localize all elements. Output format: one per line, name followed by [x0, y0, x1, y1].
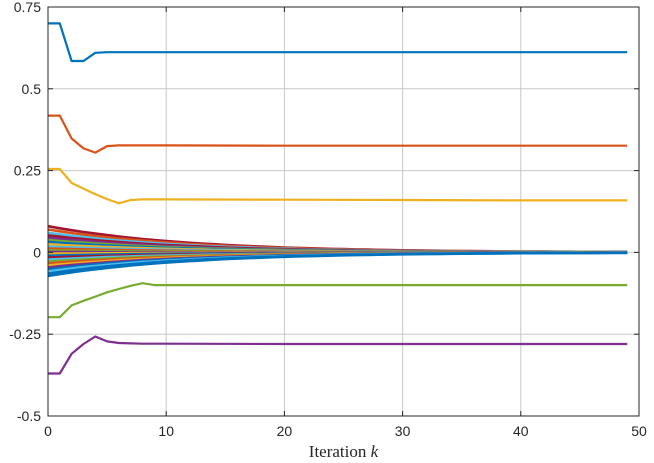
y-tick-label: -0.25 — [9, 326, 41, 342]
series-line — [47, 251, 628, 278]
y-tick-label: 0.25 — [14, 163, 41, 179]
y-tick-labels: -0.5 -0.25 0 0.25 0.5 0.75 — [9, 0, 41, 424]
series-line — [48, 22, 628, 63]
plot-background — [48, 7, 639, 416]
x-tick-label: 0 — [44, 423, 52, 439]
x-tick-label: 50 — [631, 423, 647, 439]
y-tick-label: 0.75 — [14, 0, 41, 15]
series-line — [48, 335, 628, 375]
series-lines — [47, 22, 628, 375]
x-tick-label: 30 — [395, 423, 411, 439]
series-line — [48, 167, 628, 205]
x-tick-labels: 0 10 20 30 40 50 — [44, 423, 647, 439]
y-tick-label: -0.5 — [17, 408, 41, 424]
x-tick-label: 20 — [277, 423, 293, 439]
series-line — [48, 114, 628, 154]
x-tick-label: 40 — [513, 423, 529, 439]
y-tick-label: 0.5 — [22, 81, 42, 97]
y-tick-label: 0 — [33, 244, 41, 260]
x-axis-label-text: Iteration — [309, 442, 367, 461]
axis-ticks — [47, 6, 640, 417]
x-axis-label: Iteration k — [309, 442, 379, 461]
series-line — [48, 282, 628, 319]
x-tick-label: 10 — [158, 423, 174, 439]
x-axis-label-variable: k — [371, 442, 379, 461]
plot-frame — [47, 6, 640, 417]
